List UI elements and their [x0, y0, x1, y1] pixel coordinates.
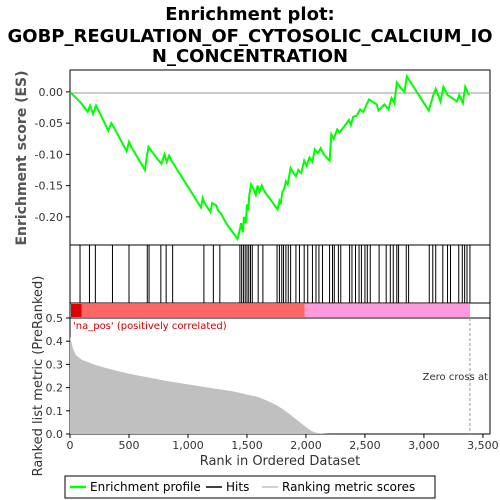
x-axis-label: Rank in Ordered Dataset: [200, 454, 361, 469]
x-tick-label: 500: [118, 439, 139, 452]
x-tick-label: 2,000: [290, 439, 322, 452]
ranked-metric-panel: 'na_pos' (positively correlated) Zero cr…: [31, 276, 499, 477]
na-pos-label: 'na_pos' (positively correlated): [73, 321, 227, 332]
metric-y-tick-label: 0.3: [46, 358, 64, 371]
metric-y-tick-label: 0.5: [46, 312, 64, 325]
x-tick-label: 3,500: [467, 439, 499, 452]
hits-panel: [69, 244, 491, 304]
x-tick-label: 1,500: [231, 439, 263, 452]
rank-bar: [69, 302, 491, 319]
rank-bar-positive-strong: [71, 304, 82, 317]
rank-bar-positive: [81, 304, 305, 317]
hit-marks: [79, 245, 471, 303]
rank-bar-negative: [304, 304, 470, 317]
es-y-tick-label: -0.10: [35, 148, 63, 161]
metric-y-tick-label: 0.2: [46, 382, 64, 395]
legend-metric-label: Ranking metric scores: [282, 480, 415, 494]
metric-y-tick-label: 0.0: [46, 428, 64, 441]
chart-title-line-3: N_CONCENTRATION: [152, 46, 348, 67]
es-y-label: Enrichment score (ES): [14, 70, 30, 245]
es-y-ticks: 0.00 -0.05 -0.10 -0.15 -0.20: [35, 86, 70, 224]
x-tick-label: 3,000: [408, 439, 440, 452]
x-tick-label: 2,500: [349, 439, 381, 452]
x-tick-label: 0: [67, 439, 74, 452]
metric-y-label: Ranked list metric (PreRanked): [31, 276, 46, 477]
metric-y-ticks: 0.0 0.1 0.2 0.3 0.4 0.5: [46, 312, 70, 441]
legend-frame: [64, 475, 436, 499]
x-ticks: 0 500 1,000 1,500 2,000 2,500 3,000 3,500: [67, 434, 499, 452]
es-panel: 0.00 -0.05 -0.10 -0.15 -0.20 Enrichment scor…: [14, 69, 491, 246]
enrichment-profile-line: [69, 73, 470, 242]
chart-title-line-1: Enrichment plot:: [165, 4, 335, 25]
legend-profile-label: Enrichment profile: [90, 480, 201, 494]
zero-cross-label: Zero cross at: [423, 372, 488, 383]
x-tick-label: 1,000: [172, 439, 204, 452]
es-panel-frame: [69, 69, 491, 246]
legend: Enrichment profile Hits Ranking metric s…: [64, 475, 436, 499]
metric-y-tick-label: 0.4: [46, 335, 64, 348]
chart-title-line-2: GOBP_REGULATION_OF_CYTOSOLIC_CALCIUM_IO: [8, 26, 493, 47]
es-y-tick-label: -0.15: [35, 180, 63, 193]
es-y-tick-label: 0.00: [39, 86, 64, 99]
es-y-tick-label: -0.20: [35, 211, 63, 224]
legend-hits-label: Hits: [226, 480, 249, 494]
metric-y-tick-label: 0.1: [46, 405, 64, 418]
ranking-metric-area: [70, 336, 472, 434]
hits-panel-frame: [69, 244, 491, 304]
es-y-tick-label: -0.05: [35, 117, 63, 130]
